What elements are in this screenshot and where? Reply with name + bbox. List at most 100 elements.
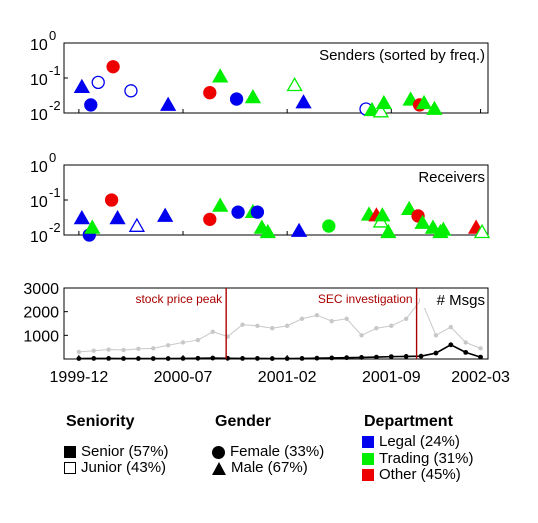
y-tick-exponent: -1 [49, 185, 61, 200]
data-point [363, 101, 381, 117]
series-point [433, 333, 439, 338]
data-point [203, 212, 217, 226]
y-tick-label: 10 [30, 107, 48, 124]
annotation-label: stock price peak [135, 292, 223, 306]
series-point [180, 356, 186, 361]
series-line [78, 298, 481, 353]
data-point [435, 221, 452, 236]
y-tick-label: 10 [30, 159, 48, 176]
series-point [389, 323, 394, 329]
series-point [329, 318, 334, 324]
series-point [91, 348, 96, 353]
data-point [424, 219, 442, 234]
series-point [403, 316, 409, 321]
data-point [259, 223, 276, 239]
series-point [388, 354, 394, 360]
series-point [76, 349, 82, 355]
panel-title-bg [420, 291, 485, 308]
series-point [210, 355, 216, 361]
y-tick-label: 10 [30, 72, 48, 89]
y-tick-label: 10 [30, 37, 48, 54]
series-point [106, 347, 111, 352]
data-point [380, 223, 397, 239]
series-point [359, 333, 364, 338]
series-point [76, 356, 82, 361]
series-point [270, 326, 275, 331]
data-point [244, 89, 262, 104]
series-point [136, 346, 141, 352]
series-point [418, 353, 424, 359]
series-point [359, 355, 364, 360]
series-point [255, 323, 260, 329]
panel-title: Senders (sorted by freq.) [319, 47, 485, 64]
series-point [433, 350, 439, 356]
series-point [314, 313, 320, 318]
data-point [229, 92, 244, 106]
x-tick-label: 2001-02 [258, 369, 317, 386]
series-point [135, 356, 141, 361]
series-point [284, 356, 290, 361]
y-tick-label: 2000 [23, 305, 59, 322]
data-point [106, 60, 120, 74]
y-tick-exponent: -2 [49, 220, 61, 235]
series-point [284, 323, 290, 329]
series-point [299, 316, 305, 321]
data-point [128, 217, 146, 232]
data-point [290, 222, 308, 237]
series-point [240, 356, 245, 361]
panel-title: # Msgs [437, 292, 485, 309]
data-point [286, 76, 303, 92]
y-tick-label: 10 [30, 194, 48, 211]
series-point [478, 354, 483, 360]
data-point [212, 197, 229, 212]
series-point [374, 326, 379, 331]
data-point [231, 205, 245, 219]
series-point [195, 337, 201, 343]
series-point [255, 356, 260, 361]
series-point [269, 356, 275, 361]
series-point [463, 349, 469, 355]
data-point [84, 219, 101, 234]
series-point [403, 353, 409, 359]
data-point [157, 207, 174, 222]
data-point [250, 205, 265, 219]
y-tick-exponent: -2 [49, 98, 61, 113]
data-point [401, 200, 418, 215]
series-point [121, 347, 126, 353]
data-point [73, 209, 90, 225]
x-tick-label: 2001-09 [362, 369, 421, 386]
y-tick-exponent: -1 [49, 63, 61, 78]
series-point [344, 316, 349, 321]
data-point [374, 207, 391, 222]
y-tick-label: 1000 [23, 328, 59, 345]
series-point [91, 356, 97, 361]
data-point [91, 75, 105, 90]
y-tick-label: 3000 [23, 281, 59, 298]
series-point [448, 342, 454, 348]
data-point [109, 209, 126, 225]
data-point [84, 98, 98, 112]
annotation-label: SEC investigation [318, 292, 413, 306]
x-tick-label: 2000-07 [154, 369, 213, 386]
series-point [374, 354, 379, 360]
series-point [314, 355, 320, 361]
data-point [426, 100, 443, 115]
series-point [151, 346, 156, 351]
series-point [150, 356, 156, 361]
series-point [106, 356, 112, 361]
data-point [372, 103, 390, 118]
data-point [212, 68, 229, 83]
data-point [414, 214, 431, 229]
panel-title: Receivers [418, 169, 485, 186]
data-point [415, 94, 433, 110]
series-point [210, 329, 215, 334]
series-point [195, 355, 201, 361]
series-point [240, 322, 245, 327]
data-point [375, 94, 392, 110]
series-point [299, 356, 305, 361]
x-tick-label: 1999-12 [50, 369, 109, 386]
series-point [165, 356, 171, 361]
series-point [463, 340, 468, 345]
data-point [104, 193, 119, 207]
